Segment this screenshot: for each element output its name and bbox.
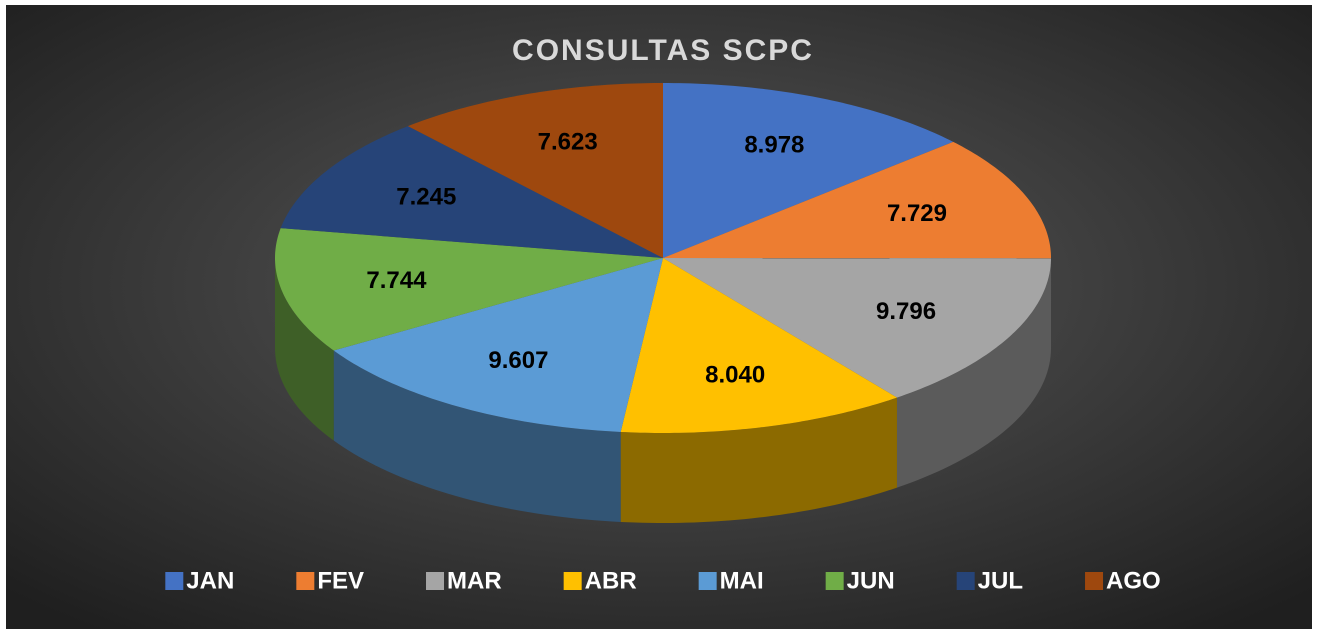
chart-title: CONSULTAS SCPC xyxy=(512,34,814,67)
data-label: 7.729 xyxy=(887,200,947,227)
slice xyxy=(333,258,663,432)
legend-item: JUL xyxy=(956,567,1023,594)
legend-label: JUL xyxy=(978,567,1023,594)
data-label: 9.796 xyxy=(876,298,936,325)
slice xyxy=(620,258,897,433)
legend-item: JUN xyxy=(825,567,895,594)
legend-swatch xyxy=(165,572,184,590)
data-label: 9.607 xyxy=(488,347,548,374)
slice-side xyxy=(275,258,334,441)
slice-side xyxy=(333,350,621,522)
slice xyxy=(663,258,1051,398)
legend-swatch xyxy=(698,572,717,590)
legend-label: JAN xyxy=(186,567,234,594)
legend-label: AGO xyxy=(1106,567,1161,594)
slice xyxy=(407,83,663,258)
legend-item: AGO xyxy=(1085,567,1161,594)
legend-swatch xyxy=(1085,572,1104,590)
legend-item: MAR xyxy=(426,567,502,594)
data-label: 7.744 xyxy=(366,267,427,294)
data-label: 8.040 xyxy=(705,361,765,388)
legend-label: JUN xyxy=(847,567,895,594)
legend-swatch xyxy=(956,572,975,590)
legend-swatch xyxy=(296,572,315,590)
data-label: 7.623 xyxy=(538,129,598,156)
legend-item: MAI xyxy=(698,567,764,594)
legend-item: JAN xyxy=(165,567,234,594)
slice xyxy=(275,228,663,351)
legend-swatch xyxy=(825,572,844,590)
legend-label: MAI xyxy=(720,567,764,594)
legend-label: FEV xyxy=(317,567,364,594)
legend-label: MAR xyxy=(447,567,502,594)
slice-side xyxy=(620,397,897,523)
data-label: 8.978 xyxy=(744,132,804,159)
slice-side xyxy=(896,258,1051,488)
slice xyxy=(663,141,1051,259)
slice xyxy=(280,126,663,258)
legend-item: FEV xyxy=(296,567,364,594)
legend-swatch xyxy=(563,572,582,590)
legend-label: ABR xyxy=(585,567,637,594)
data-label: 7.245 xyxy=(396,183,456,210)
slice xyxy=(663,83,954,258)
legend-item: ABR xyxy=(563,567,637,594)
legend-swatch xyxy=(426,572,445,590)
